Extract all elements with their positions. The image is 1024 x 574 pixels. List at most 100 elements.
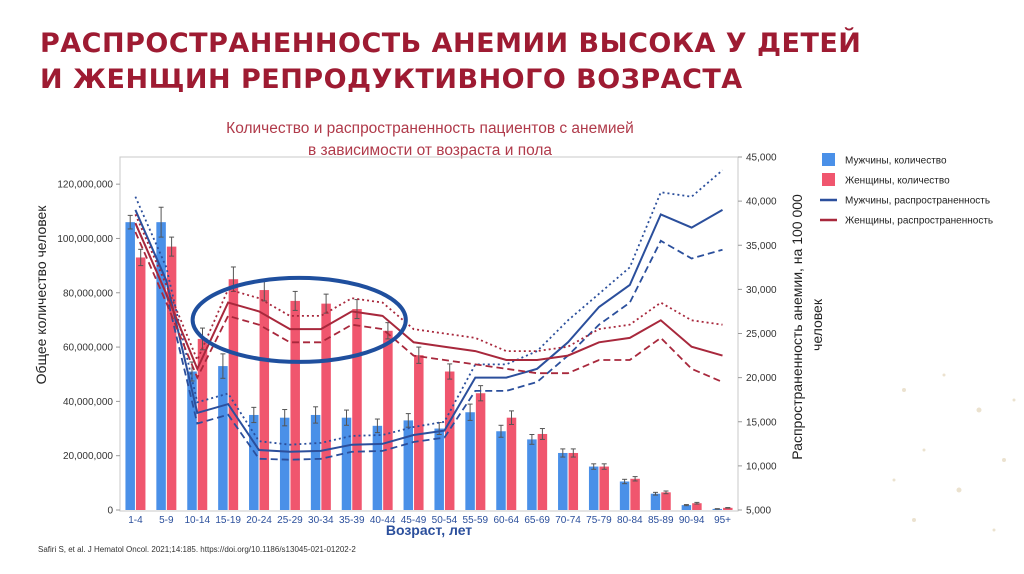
tick-label-left: 20,000,000 [63,451,113,462]
category-label-30-34: 30-34 [308,515,334,526]
legend-label: Мужчины, распространенность [845,196,990,207]
bar-male-35-39 [341,417,352,510]
bar-male-85-89 [650,493,661,510]
legend: Мужчины, количество Женщины, количество Му… [820,153,993,227]
tick-label-right: 35,000 [746,241,777,252]
category-label-60-64: 60-64 [493,515,519,526]
line-male-lower [134,222,723,461]
bar-male-30-34 [310,414,321,510]
tick-label-right: 15,000 [746,417,777,428]
tick-label-right: 20,000 [746,373,777,384]
bar-female-35-39 [352,309,362,510]
legend-swatch-bar [822,153,835,166]
bar-male-10-14 [187,371,197,510]
bar-male-65-69 [527,439,537,510]
bar-female-75-79 [599,466,609,510]
bar-male-60-64 [496,431,506,510]
category-label-40-44: 40-44 [370,515,396,526]
category-label-50-54: 50-54 [432,515,458,526]
slide-title-line-1: РАСПРОСТРАНЕННОСТЬ АНЕМИИ ВЫСОКА У ДЕТЕЙ [40,28,862,59]
line-female-prevalence [134,222,723,372]
category-label-80-84: 80-84 [617,515,643,526]
bar-male-90-94 [681,505,692,510]
bar-female-60-64 [506,417,517,510]
bar-female-65-69 [537,433,548,510]
tick-label-right: 40,000 [746,197,777,208]
bar-male-80-84 [619,481,630,510]
bar-male-50-54 [434,428,444,510]
tick-label-right: 45,000 [746,153,777,164]
tick-label-right: 30,000 [746,285,777,296]
bar-female-20-24 [259,290,270,510]
tick-label-left: 40,000,000 [63,397,113,408]
category-label-55-59: 55-59 [463,515,489,526]
bar-female-15-19 [228,279,239,510]
tick-label-right: 5,000 [746,506,771,517]
bar-layer [125,206,733,510]
slide-title: РАСПРОСТРАНЕННОСТЬ АНЕМИИ ВЫСОКА У ДЕТЕЙ… [40,26,980,98]
category-label-10-14: 10-14 [184,515,210,526]
category-label-1-4: 1-4 [128,515,143,526]
y-axis-left-label: Общее количество человек [33,205,49,385]
line-female-upper [134,214,723,363]
category-label-95+: 95+ [714,515,731,526]
bar-female-10-14 [197,338,208,510]
category-label-35-39: 35-39 [339,515,365,526]
bar-female-5-9 [166,246,177,510]
highlight-layer [190,275,408,364]
legend-label: Мужчины, количество [845,156,947,167]
category-label-5-9: 5-9 [159,515,174,526]
decorative-dots [892,373,1016,532]
tick-label-left: 80,000,000 [63,288,113,299]
chart-subtitle-line-2: в зависимости от возраста и пола [307,142,553,159]
line-layer [134,169,724,461]
bar-male-20-24 [249,414,259,510]
legend-label: Женщины, распространенность [845,216,993,227]
x-axis-label: Возраст, лет [386,522,472,538]
bar-male-45-49 [403,420,414,510]
bar-female-30-34 [321,303,331,510]
tick-label-right: 10,000 [746,461,777,472]
citation: Safiri S, et al. J Hematol Oncol. 2021;1… [38,545,356,554]
bar-female-25-29 [290,300,300,510]
bar-female-85-89 [661,492,671,510]
category-label-65-69: 65-69 [524,515,550,526]
bar-male-1-4 [125,222,135,510]
y-axis-right-label-line-2: человек [809,298,825,351]
bar-female-1-4 [135,257,146,510]
bar-male-25-29 [279,417,290,510]
line-male-upper [134,169,724,446]
chart-subtitle-line-1: Количество и распространенность пациенто… [226,120,634,137]
line-female-lower [134,231,723,383]
tick-label-left: 100,000,000 [57,234,113,245]
bar-male-15-19 [218,366,228,510]
category-label-25-29: 25-29 [277,515,303,526]
bar-male-40-44 [372,425,383,510]
bar-female-70-74 [568,452,579,510]
tick-label-left: 0 [107,506,113,517]
legend-swatch-bar [822,173,835,186]
bar-female-40-44 [383,330,393,510]
bar-female-80-84 [630,478,640,510]
category-label-20-24: 20-24 [246,515,272,526]
y-axis-right-label: Распространенность анемии, на 100 000 че… [789,190,825,459]
tick-label-right: 25,000 [746,329,777,340]
bar-male-55-59 [465,412,475,510]
bar-female-95+ [723,507,733,510]
bar-female-50-54 [444,371,455,510]
axes-layer: 0 20,000,000 40,000,000 60,000,000 80,000,00… [57,153,777,527]
category-label-90-94: 90-94 [679,515,705,526]
bar-male-70-74 [558,452,568,510]
category-label-75-79: 75-79 [586,515,612,526]
bar-male-75-79 [588,466,599,510]
bar-female-90-94 [692,503,702,510]
line-male-prevalence [134,209,723,453]
chart-subtitle: Количество и распространенность пациенто… [120,118,740,162]
y-axis-right-label-line-1: Распространенность анемии, на 100 000 [789,194,805,460]
category-label-15-19: 15-19 [215,515,241,526]
legend-label: Женщины, количество [845,176,950,187]
bar-female-55-59 [475,393,486,510]
tick-label-left: 120,000,000 [57,180,113,191]
slide-title-line-2: И ЖЕНЩИН РЕПРОДУКТИВНОГО ВОЗРАСТА [40,64,743,95]
